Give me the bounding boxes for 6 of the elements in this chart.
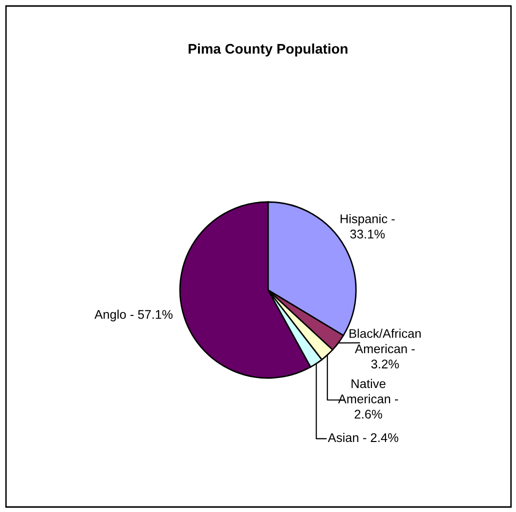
chart-title: Pima County Population (188, 44, 348, 56)
slice-label: Asian - 2.4% (328, 432, 398, 442)
slice-label: Hispanic - 33.1% (340, 214, 395, 239)
slice-label: Native American - 2.6% (338, 378, 398, 419)
slice-label: Black/African American - 3.2% (350, 328, 421, 368)
slice-label: Anglo - 57.1% (94, 310, 173, 322)
